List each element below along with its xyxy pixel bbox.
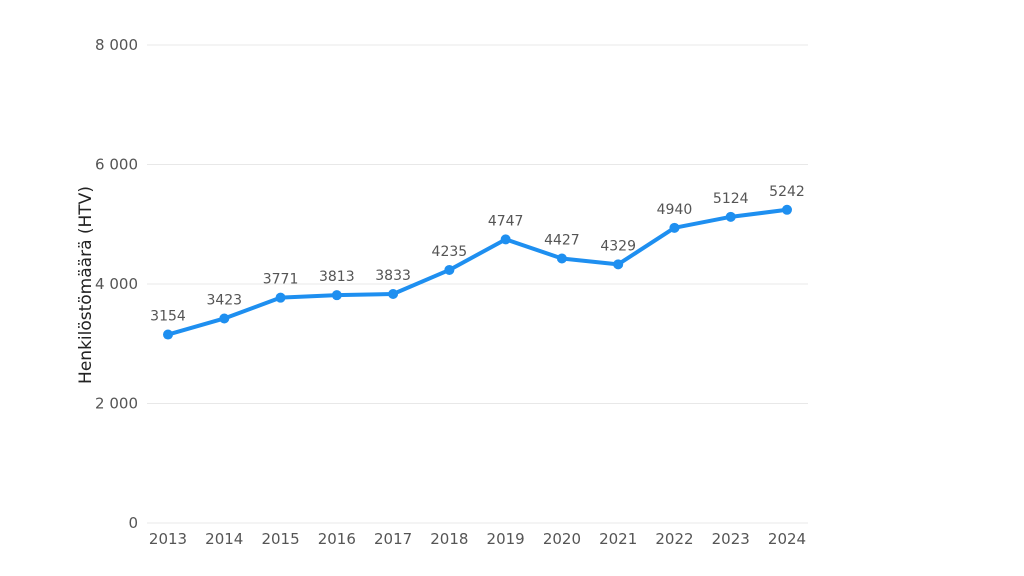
y-axis-ticks: 0 2 000 4 000 6 000 8 000 bbox=[95, 36, 138, 532]
x-tick-label: 2022 bbox=[655, 530, 693, 548]
x-axis-ticks: 2013 2014 2015 2016 2017 2018 2019 2020 2021 2022… bbox=[149, 530, 806, 548]
x-tick-label: 2018 bbox=[430, 530, 468, 548]
gridlines bbox=[147, 44, 808, 524]
x-tick-label: 2024 bbox=[768, 530, 806, 548]
x-tick-label: 2014 bbox=[205, 530, 243, 548]
data-point bbox=[275, 292, 286, 303]
y-tick-label: 8 000 bbox=[95, 36, 138, 54]
data-label: 3833 bbox=[375, 268, 411, 284]
data-label: 3154 bbox=[150, 309, 186, 325]
data-point bbox=[388, 288, 399, 299]
x-tick-label: 2019 bbox=[487, 530, 525, 548]
series-line bbox=[166, 207, 789, 337]
x-tick-label: 2013 bbox=[149, 530, 187, 548]
data-point bbox=[500, 234, 511, 245]
x-tick-label: 2020 bbox=[543, 530, 581, 548]
data-label: 3771 bbox=[263, 272, 299, 288]
x-tick-label: 2021 bbox=[599, 530, 637, 548]
data-labels: 3154 3423 3771 3813 3833 4235 4747 4427 4329 4940… bbox=[150, 184, 805, 325]
data-label: 4940 bbox=[657, 202, 693, 218]
data-point bbox=[163, 329, 173, 340]
data-label: 3813 bbox=[319, 269, 355, 285]
y-axis-title: Henkilöstömäärä (HTV) bbox=[76, 186, 96, 384]
data-label: 4747 bbox=[488, 213, 524, 229]
x-tick-label: 2016 bbox=[318, 530, 356, 548]
data-label: 5124 bbox=[713, 191, 749, 207]
data-point bbox=[669, 222, 680, 233]
y-tick-label: 4 000 bbox=[95, 275, 138, 293]
x-tick-label: 2017 bbox=[374, 530, 412, 548]
data-label: 3423 bbox=[206, 292, 242, 308]
data-point bbox=[782, 204, 792, 215]
data-points bbox=[163, 204, 792, 340]
x-tick-label: 2023 bbox=[712, 530, 750, 548]
data-label: 4427 bbox=[544, 232, 580, 248]
data-point bbox=[613, 259, 624, 270]
data-point bbox=[556, 253, 567, 264]
data-label: 4329 bbox=[600, 238, 636, 254]
data-label: 4235 bbox=[432, 244, 468, 260]
y-tick-label: 6 000 bbox=[95, 156, 138, 174]
data-point bbox=[219, 313, 230, 324]
data-point bbox=[331, 290, 342, 301]
data-point bbox=[725, 211, 736, 222]
x-tick-label: 2015 bbox=[261, 530, 299, 548]
y-tick-label: 2 000 bbox=[95, 395, 138, 413]
y-tick-label: 0 bbox=[128, 514, 138, 532]
data-point bbox=[444, 264, 455, 275]
data-label: 5242 bbox=[769, 184, 805, 200]
